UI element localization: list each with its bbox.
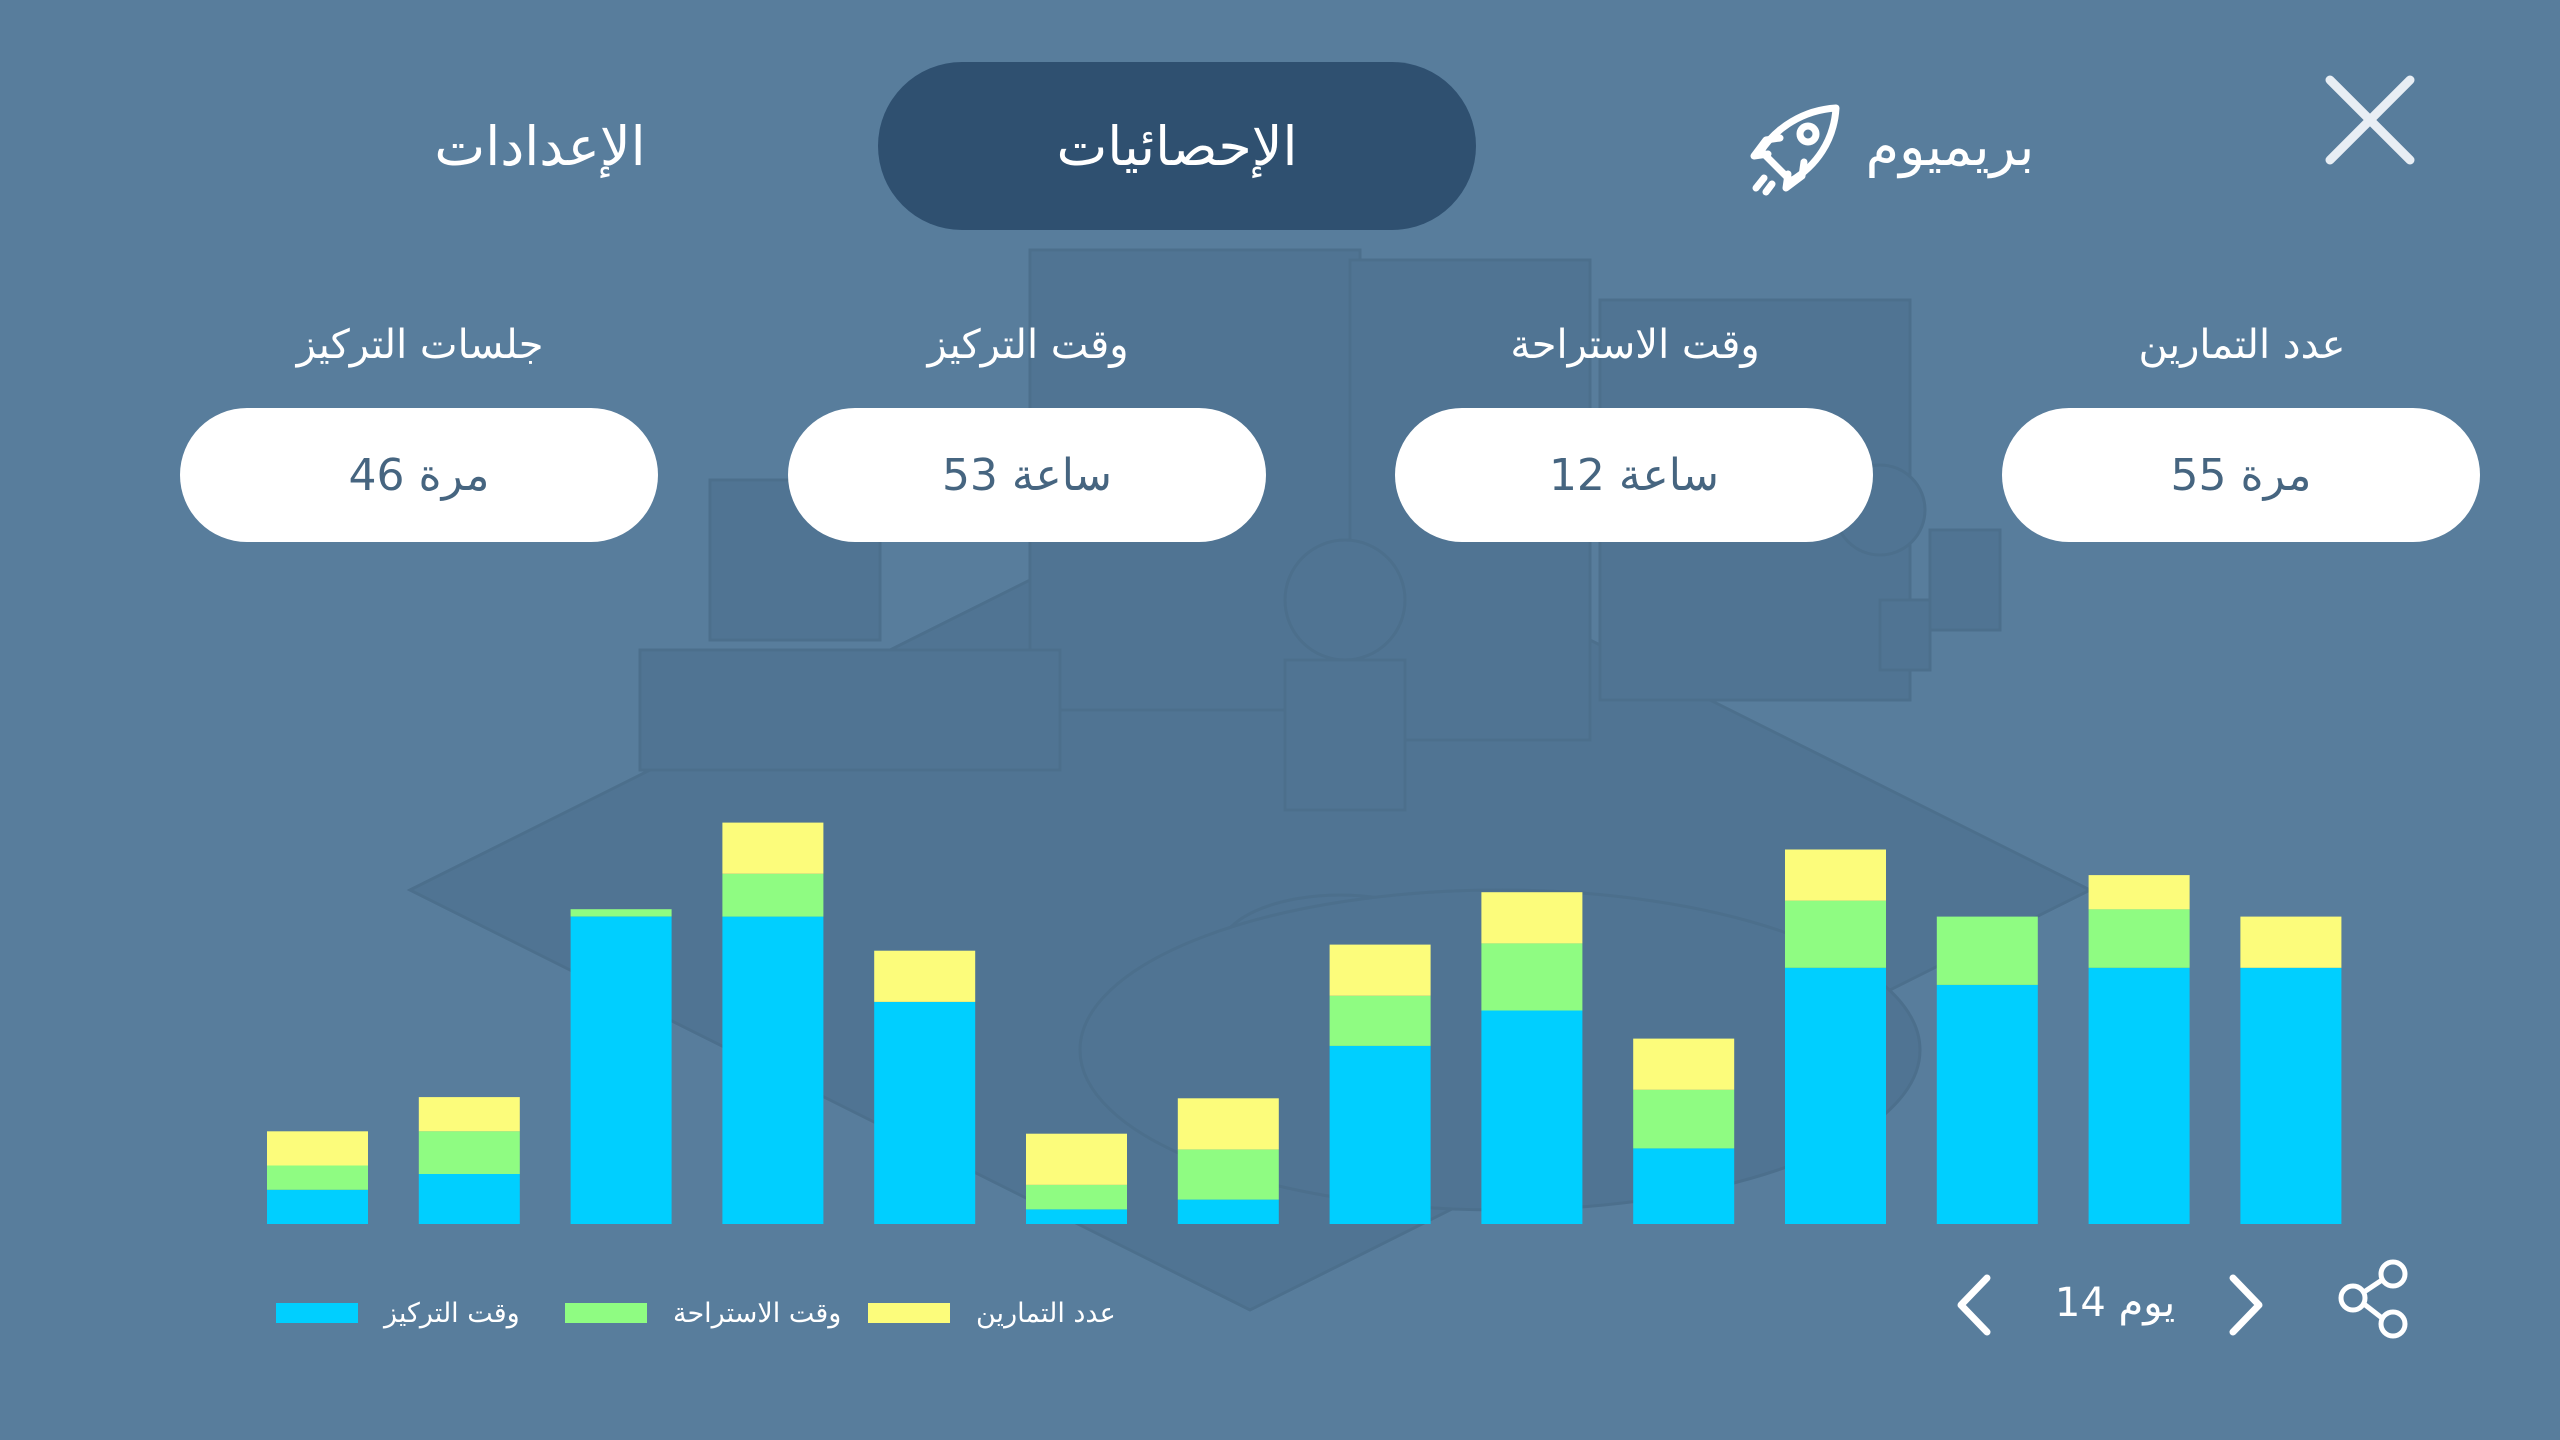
bar-exercises-9 — [1481, 892, 1583, 944]
legend-swatch-focus — [276, 1303, 358, 1323]
bar-focus-11 — [1785, 967, 1886, 1224]
legend-label-exercises: عدد التمارين — [976, 1297, 1116, 1329]
bar-rest-4 — [722, 873, 824, 917]
bar-exercises-2 — [418, 1097, 520, 1132]
bar-exercises-6 — [1026, 1133, 1127, 1185]
bar-rest-3 — [570, 909, 672, 917]
chevron-right-icon[interactable] — [2215, 1270, 2275, 1340]
legend-item-exercises: عدد التمارين — [868, 1295, 1116, 1331]
legend-item-focus: وقت التركيز — [276, 1295, 520, 1331]
bar-exercises-10 — [1633, 1038, 1735, 1090]
bar-focus-8 — [1329, 1045, 1431, 1224]
legend-swatch-rest — [565, 1303, 647, 1323]
legend-swatch-exercises — [868, 1303, 950, 1323]
share-icon[interactable] — [2335, 1258, 2415, 1340]
stat-value-rest-time: 12 ساعة — [1395, 408, 1873, 542]
bar-rest-7 — [1177, 1149, 1279, 1200]
stat-value-focus-sessions: 46 مرة — [180, 408, 658, 542]
stat-value-focus-time: 53 ساعة — [788, 408, 1266, 542]
bar-rest-2 — [418, 1131, 520, 1174]
bar-exercises-1 — [267, 1131, 368, 1166]
tab-premium[interactable]: بريميوم — [1690, 62, 2090, 230]
bar-focus-4 — [722, 916, 824, 1224]
legend-label-focus: وقت التركيز — [384, 1297, 520, 1329]
stat-label-focus-time: وقت التركيز — [927, 322, 1129, 368]
stat-value-exercise-count: 55 مرة — [2002, 408, 2480, 542]
bar-focus-12 — [1936, 984, 2038, 1224]
bar-exercises-11 — [1785, 849, 1886, 901]
stat-label-rest-time: وقت الاستراحة — [1510, 322, 1760, 368]
tab-settings-label: الإعدادات — [434, 114, 646, 178]
bar-focus-14 — [2240, 967, 2342, 1224]
tab-settings[interactable]: الإعدادات — [340, 62, 740, 230]
bar-exercises-13 — [2088, 875, 2190, 910]
legend-item-rest: وقت الاستراحة — [565, 1295, 841, 1331]
close-icon[interactable] — [2320, 70, 2420, 170]
bar-exercises-5 — [874, 950, 976, 1002]
bar-focus-2 — [418, 1174, 520, 1224]
bar-exercises-8 — [1329, 944, 1431, 996]
bar-focus-1 — [267, 1189, 368, 1224]
bar-rest-13 — [2088, 909, 2190, 968]
bar-focus-7 — [1177, 1199, 1279, 1224]
bar-rest-10 — [1633, 1089, 1735, 1149]
bar-focus-6 — [1026, 1209, 1127, 1224]
bar-exercises-4 — [722, 822, 824, 874]
bar-rest-8 — [1329, 995, 1431, 1046]
period-days-label: 14 يوم — [2054, 1280, 2176, 1326]
bar-rest-6 — [1026, 1185, 1127, 1210]
bar-focus-3 — [570, 916, 672, 1224]
bar-rest-11 — [1785, 900, 1886, 968]
legend-label-rest: وقت الاستراحة — [673, 1297, 842, 1329]
bar-focus-13 — [2088, 967, 2190, 1224]
chevron-left-icon[interactable] — [1945, 1270, 2005, 1340]
bar-focus-5 — [874, 1002, 976, 1224]
bar-exercises-14 — [2240, 916, 2342, 968]
tab-statistics-label: الإحصائيات — [1056, 114, 1298, 178]
bar-exercises-7 — [1177, 1098, 1279, 1150]
bar-rest-1 — [267, 1165, 368, 1190]
stat-label-exercise-count: عدد التمارين — [2138, 322, 2346, 368]
bar-focus-10 — [1633, 1148, 1735, 1224]
stat-label-focus-sessions: جلسات التركيز — [296, 322, 544, 368]
tab-premium-label: بريميوم — [1865, 114, 2035, 178]
rocket-icon — [1750, 104, 1840, 196]
bar-focus-9 — [1481, 1010, 1583, 1224]
bar-rest-12 — [1936, 916, 2038, 985]
tab-statistics[interactable]: الإحصائيات — [878, 62, 1476, 230]
bar-rest-9 — [1481, 943, 1583, 1011]
